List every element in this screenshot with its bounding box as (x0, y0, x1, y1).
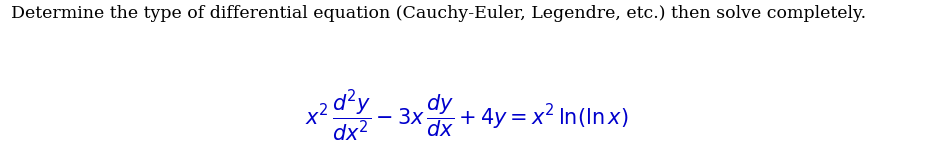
Text: $x^2\,\dfrac{d^2y}{dx^2} - 3x\,\dfrac{dy}{dx} + 4y = x^2\,\ln(\ln x)$: $x^2\,\dfrac{d^2y}{dx^2} - 3x\,\dfrac{dy… (305, 88, 628, 144)
Text: Determine the type of differential equation (Cauchy-Euler, Legendre, etc.) then : Determine the type of differential equat… (11, 5, 867, 22)
